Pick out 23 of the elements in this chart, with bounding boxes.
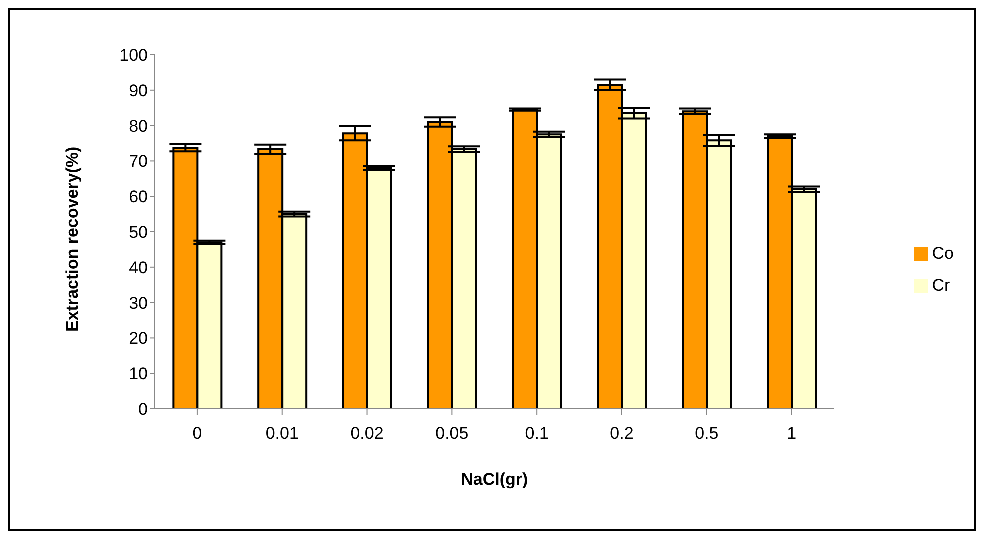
x-tick-label: 1 [787,424,797,444]
x-tick-label: 0.01 [266,424,299,444]
x-tick-label: 0.1 [525,424,549,444]
y-tick-label: 90 [129,81,148,100]
y-tick-label: 50 [129,223,148,242]
y-tick-label: 80 [129,116,148,136]
y-tick-label: 100 [120,46,148,66]
legend-label: Co [932,244,954,262]
x-tick-label: 0.5 [695,424,719,444]
y-tick-label: 40 [129,258,148,278]
legend-label: Cr [932,276,950,294]
x-tick-label: 0.05 [436,424,469,444]
y-tick-label: 60 [129,188,148,207]
y-axis-title: Extraction recovery(%) [63,146,82,332]
y-tick-label: 0 [138,400,148,420]
y-tick-label: 10 [129,364,148,384]
x-axis-title: NaCl(gr) [461,470,528,489]
y-tick-label: 30 [129,294,148,313]
x-tick-label: 0.2 [610,424,634,444]
x-tick-label: 0.02 [350,424,384,444]
x-tick-label: 0 [192,424,202,444]
y-tick-label: 70 [129,152,148,172]
y-tick-label: 20 [129,329,148,348]
